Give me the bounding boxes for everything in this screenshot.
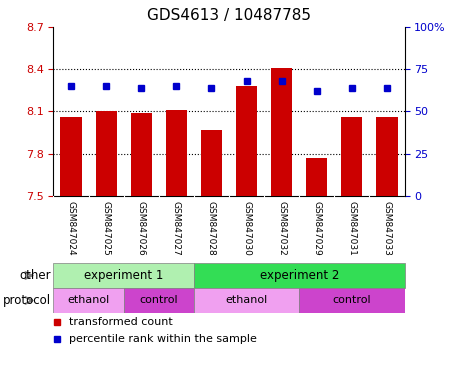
Text: experiment 2: experiment 2	[259, 269, 339, 282]
Text: percentile rank within the sample: percentile rank within the sample	[69, 334, 257, 344]
Text: ethanol: ethanol	[67, 295, 110, 306]
Text: transformed count: transformed count	[69, 316, 173, 327]
Bar	[124, 288, 194, 313]
Bar	[271, 68, 292, 196]
Bar	[60, 117, 81, 196]
Text: GSM847029: GSM847029	[312, 201, 321, 256]
Text: GSM847030: GSM847030	[242, 201, 251, 256]
Text: GSM847031: GSM847031	[347, 201, 356, 256]
Text: GSM847033: GSM847033	[383, 201, 392, 256]
Text: GSM847032: GSM847032	[277, 201, 286, 256]
Text: GSM847026: GSM847026	[137, 201, 146, 256]
Text: GSM847024: GSM847024	[66, 201, 75, 256]
Bar	[131, 113, 152, 196]
Text: control: control	[140, 295, 178, 306]
Text: other: other	[20, 269, 51, 282]
Text: GSM847025: GSM847025	[102, 201, 111, 256]
Bar	[201, 130, 222, 196]
Bar	[194, 263, 405, 288]
Text: ethanol: ethanol	[226, 295, 268, 306]
Text: GSM847028: GSM847028	[207, 201, 216, 256]
Text: experiment 1: experiment 1	[84, 269, 163, 282]
Bar	[166, 110, 187, 196]
Bar	[299, 288, 405, 313]
Bar	[53, 288, 124, 313]
Bar	[53, 263, 194, 288]
Bar	[306, 158, 327, 196]
Bar	[194, 288, 299, 313]
Title: GDS4613 / 10487785: GDS4613 / 10487785	[147, 8, 311, 23]
Bar	[96, 111, 117, 196]
Bar	[341, 117, 362, 196]
Text: protocol: protocol	[3, 294, 51, 307]
Bar	[377, 117, 398, 196]
Text: GSM847027: GSM847027	[172, 201, 181, 256]
Bar	[236, 86, 257, 196]
Text: control: control	[332, 295, 371, 306]
